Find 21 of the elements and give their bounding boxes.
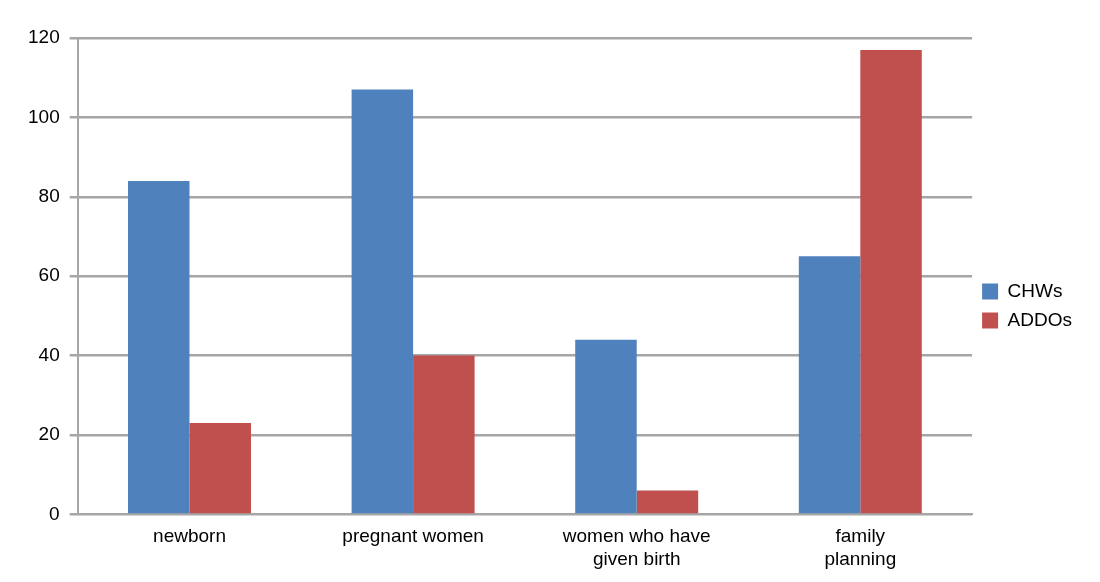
y-tick-label: 100 xyxy=(28,105,60,127)
bar xyxy=(636,490,699,514)
x-tick-label: newborn xyxy=(153,525,226,547)
x-tick-label: pregnant women xyxy=(342,525,484,547)
bar xyxy=(128,180,190,514)
legend-label: ADDOs xyxy=(1007,308,1073,330)
legend-label: CHWs xyxy=(1007,279,1063,301)
y-tick-label: 20 xyxy=(38,423,60,445)
y-tick-label: 120 xyxy=(28,26,60,48)
bar xyxy=(189,423,251,514)
y-tick-label: 60 xyxy=(38,264,60,286)
x-tick-label: family planning xyxy=(824,525,897,569)
bar xyxy=(413,355,475,514)
bar xyxy=(575,339,637,514)
bar xyxy=(860,49,922,514)
y-tick-label: 0 xyxy=(49,502,60,524)
x-tick-label: women who have given birth xyxy=(561,525,711,569)
y-tick-label: 40 xyxy=(38,343,60,365)
bar xyxy=(351,89,414,514)
bar xyxy=(798,256,861,514)
y-tick-label: 80 xyxy=(38,185,60,207)
